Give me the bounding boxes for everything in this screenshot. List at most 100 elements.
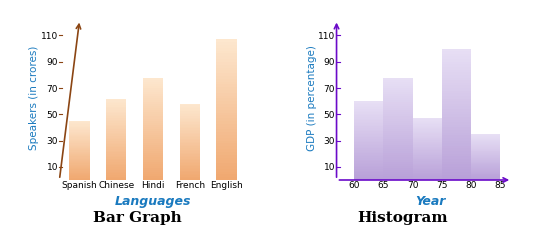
Bar (106, 151, 126, 152)
Bar (413, 163, 442, 164)
Bar (354, 156, 383, 158)
Bar (413, 174, 442, 175)
Bar (442, 54, 471, 56)
Bar (70, 148, 90, 149)
Bar (442, 167, 471, 169)
Bar (143, 121, 163, 123)
Bar (217, 65, 237, 68)
Bar (354, 119, 383, 120)
Bar (217, 68, 237, 70)
Bar (217, 141, 237, 144)
Bar (106, 147, 126, 149)
Bar (354, 128, 383, 130)
Bar (413, 154, 442, 155)
Bar (143, 172, 163, 174)
Bar (70, 171, 90, 172)
Bar (143, 119, 163, 121)
Bar (442, 122, 471, 125)
Bar (354, 144, 383, 145)
Bar (354, 117, 383, 119)
Bar (217, 118, 237, 121)
Bar (471, 177, 501, 178)
Bar (354, 163, 383, 164)
Bar (180, 122, 200, 124)
Bar (471, 161, 501, 162)
Bar (217, 54, 237, 56)
Bar (180, 113, 200, 115)
Bar (383, 135, 413, 137)
Bar (217, 99, 237, 101)
Bar (217, 121, 237, 124)
Bar (217, 82, 237, 84)
Bar (383, 125, 413, 127)
Bar (354, 172, 383, 174)
Bar (143, 104, 163, 106)
Bar (383, 141, 413, 143)
Bar (180, 116, 200, 117)
Bar (180, 140, 200, 142)
Bar (471, 164, 501, 165)
Bar (143, 133, 163, 135)
Bar (180, 136, 200, 137)
Bar (143, 108, 163, 110)
Bar (383, 94, 413, 96)
Bar (354, 164, 383, 166)
Bar (442, 164, 471, 167)
Bar (106, 125, 126, 126)
Bar (354, 147, 383, 148)
Bar (143, 162, 163, 164)
Bar (143, 90, 163, 92)
Bar (442, 172, 471, 175)
Bar (471, 162, 501, 163)
Bar (442, 96, 471, 99)
Bar (413, 155, 442, 157)
Bar (413, 144, 442, 145)
Bar (413, 179, 442, 180)
Bar (106, 131, 126, 133)
Bar (354, 130, 383, 131)
Bar (143, 131, 163, 133)
Bar (442, 104, 471, 106)
Bar (383, 108, 413, 110)
Bar (471, 154, 501, 155)
Bar (383, 137, 413, 139)
Bar (106, 146, 126, 147)
Bar (106, 130, 126, 131)
Bar (354, 103, 383, 104)
Bar (143, 153, 163, 155)
Bar (354, 175, 383, 177)
Bar (143, 160, 163, 162)
Bar (180, 143, 200, 145)
Bar (180, 128, 200, 130)
Bar (413, 127, 442, 128)
Bar (70, 128, 90, 129)
Bar (383, 117, 413, 119)
Bar (70, 163, 90, 165)
Bar (354, 122, 383, 123)
Bar (70, 139, 90, 140)
Bar (413, 150, 442, 152)
Bar (106, 136, 126, 138)
Bar (143, 170, 163, 172)
Bar (217, 127, 237, 129)
Bar (106, 120, 126, 121)
Bar (383, 160, 413, 162)
Bar (383, 158, 413, 160)
Bar (471, 158, 501, 159)
Bar (217, 59, 237, 62)
Bar (413, 168, 442, 169)
Bar (442, 109, 471, 112)
Bar (383, 102, 413, 104)
Bar (383, 139, 413, 141)
Bar (217, 158, 237, 160)
Bar (143, 174, 163, 176)
Bar (217, 79, 237, 82)
Bar (471, 172, 501, 173)
Bar (70, 160, 90, 161)
Bar (217, 115, 237, 118)
Bar (413, 129, 442, 130)
Bar (383, 82, 413, 84)
Bar (70, 126, 90, 127)
Bar (442, 117, 471, 119)
Bar (354, 177, 383, 178)
